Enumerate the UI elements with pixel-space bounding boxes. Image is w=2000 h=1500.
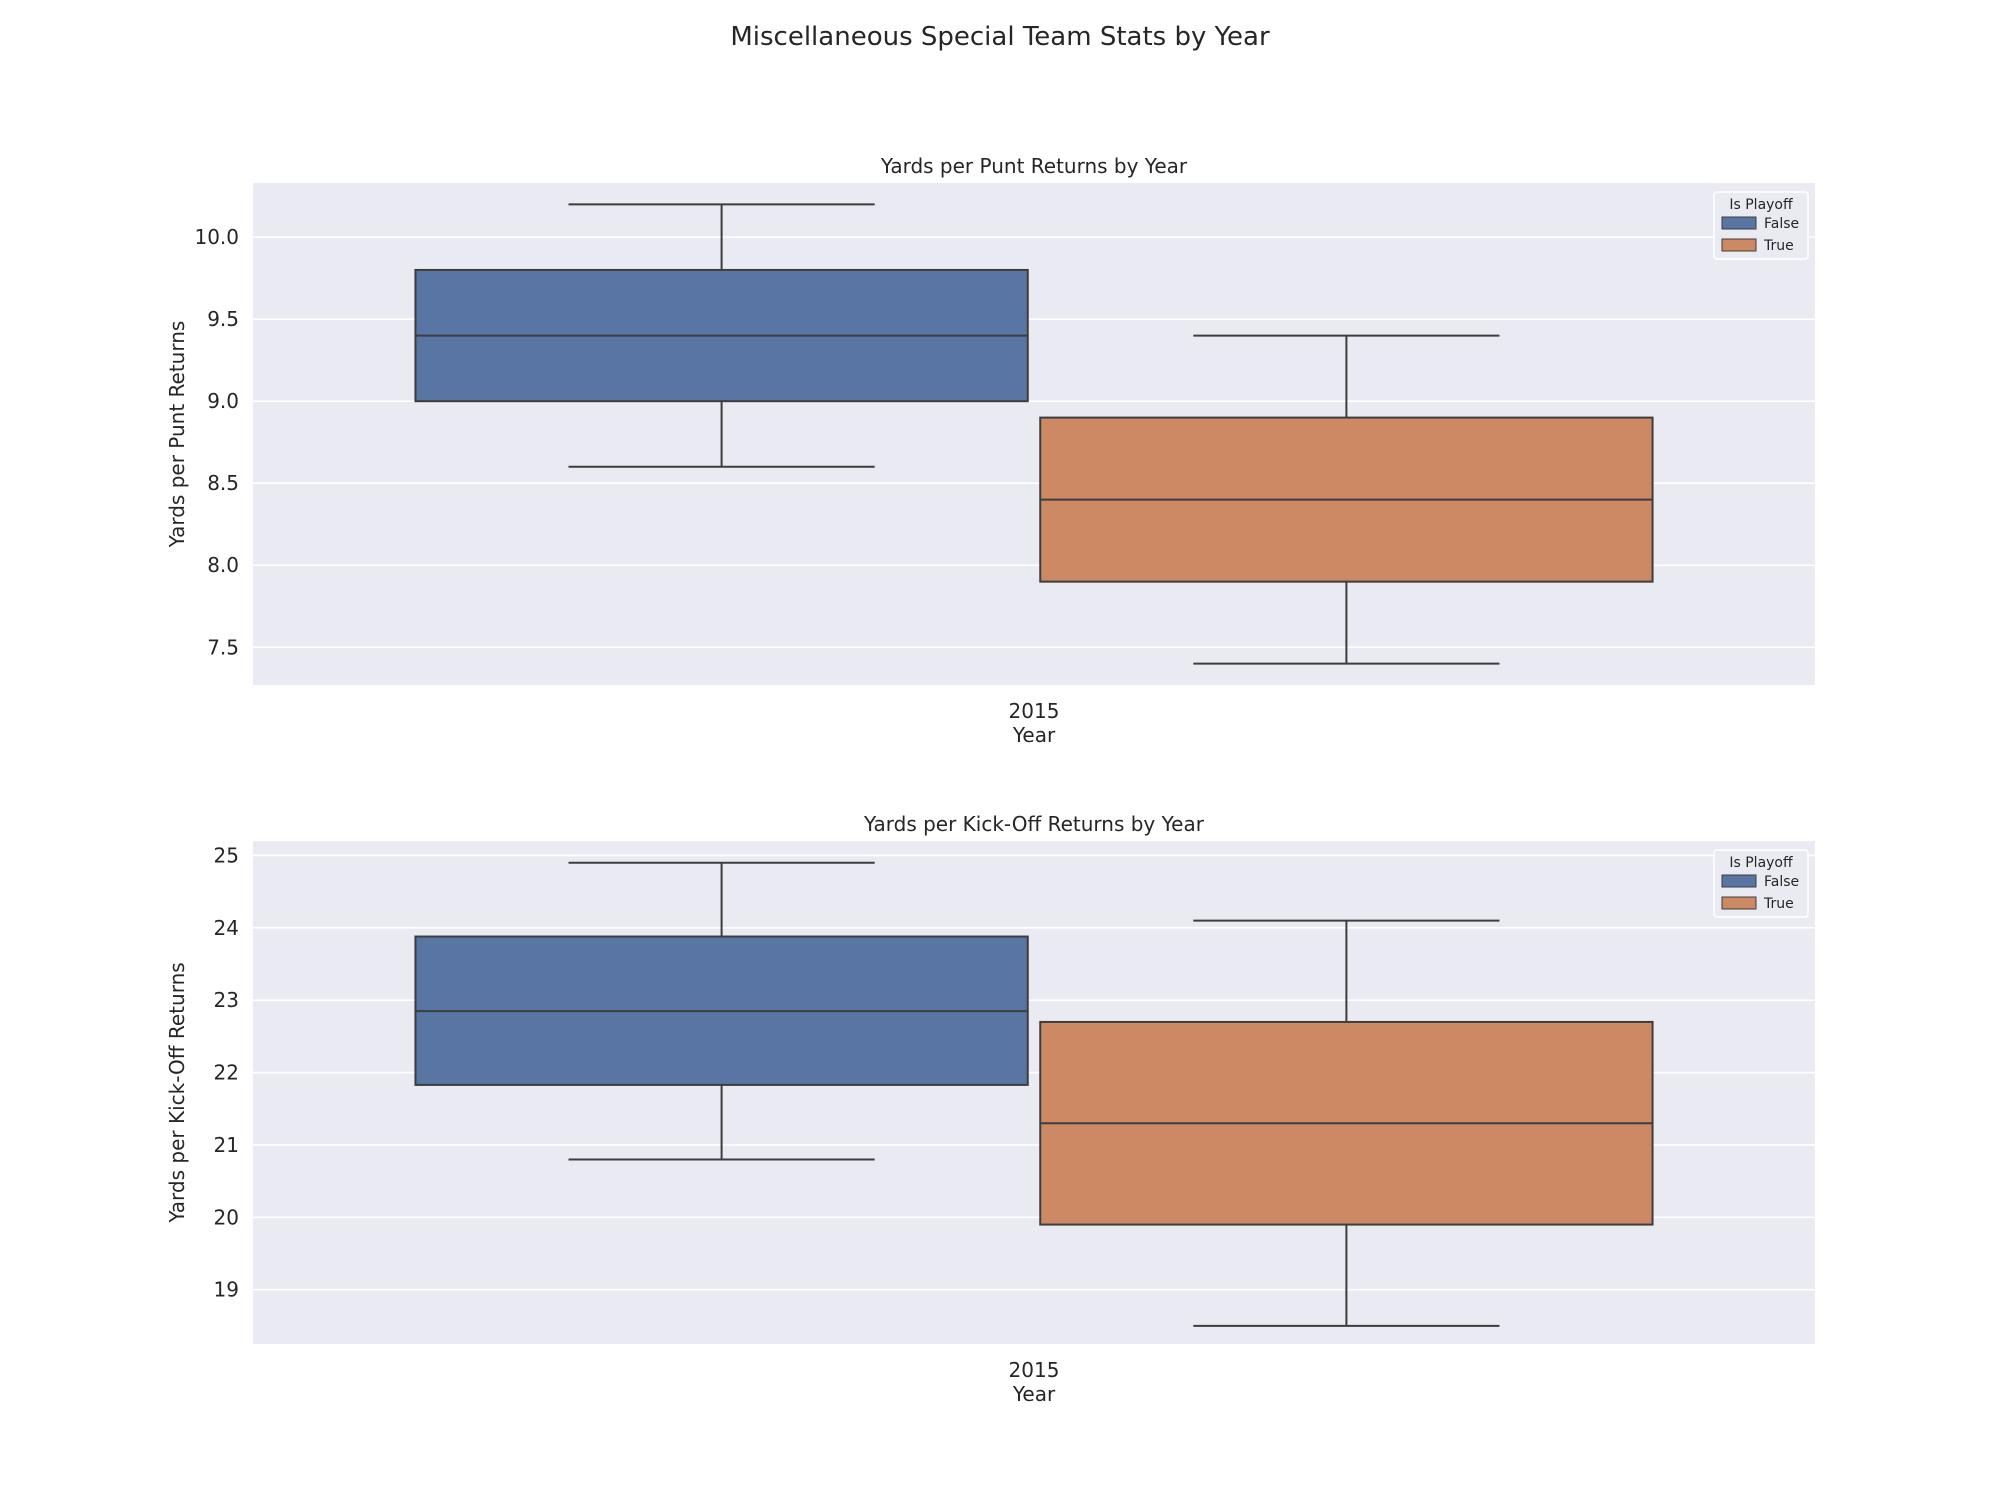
panel2-ytick-label: 22 <box>214 1061 239 1085</box>
panel2-ytick-label: 19 <box>214 1278 239 1302</box>
panel2-legend-swatch-true <box>1721 896 1757 910</box>
panel1-ylabel: Yards per Punt Returns <box>165 321 189 549</box>
panel1-legend-label-false: False <box>1764 216 1799 232</box>
panel2-ytick-label: 24 <box>214 916 239 940</box>
panel2-ytick-label: 21 <box>214 1133 239 1157</box>
panel2-legend-label-false: False <box>1764 874 1799 890</box>
panel2-ytick-label: 25 <box>214 843 239 867</box>
panel1-ytick-label: 8.0 <box>207 553 239 577</box>
panel1-legend-label-true: True <box>1763 238 1794 254</box>
panel2-xtick-label: 2015 <box>1009 1358 1060 1382</box>
panel1-xlabel: Year <box>1012 723 1056 747</box>
panel2-ytick-label: 20 <box>214 1205 239 1229</box>
panel1-xtick-label: 2015 <box>1009 699 1060 723</box>
panel1-legend-swatch-true <box>1721 238 1757 252</box>
figure-title: Miscellaneous Special Team Stats by Year <box>730 22 1270 52</box>
panel2-xlabel: Year <box>1012 1382 1056 1406</box>
panel2-legend-title: Is Playoff <box>1729 855 1793 871</box>
panel2-title: Yards per Kick-Off Returns by Year <box>863 812 1205 836</box>
panel2-ylabel: Yards per Kick-Off Returns <box>165 962 189 1223</box>
panel1-title: Yards per Punt Returns by Year <box>880 154 1188 178</box>
panel2-ytick-label: 23 <box>214 988 239 1012</box>
panel2-legend-swatch-false <box>1721 874 1757 888</box>
panel1-ytick-label: 9.0 <box>207 389 239 413</box>
panel2-legend-label-true: True <box>1763 896 1794 912</box>
panel1-ytick-label: 8.5 <box>207 471 239 495</box>
panel1-legend-title: Is Playoff <box>1729 197 1793 213</box>
panel1-ytick-label: 10.0 <box>194 225 239 249</box>
panel1-ytick-label: 7.5 <box>207 635 239 659</box>
panel1-legend-swatch-false <box>1721 216 1757 230</box>
panel1-ytick-label: 9.5 <box>207 307 239 331</box>
